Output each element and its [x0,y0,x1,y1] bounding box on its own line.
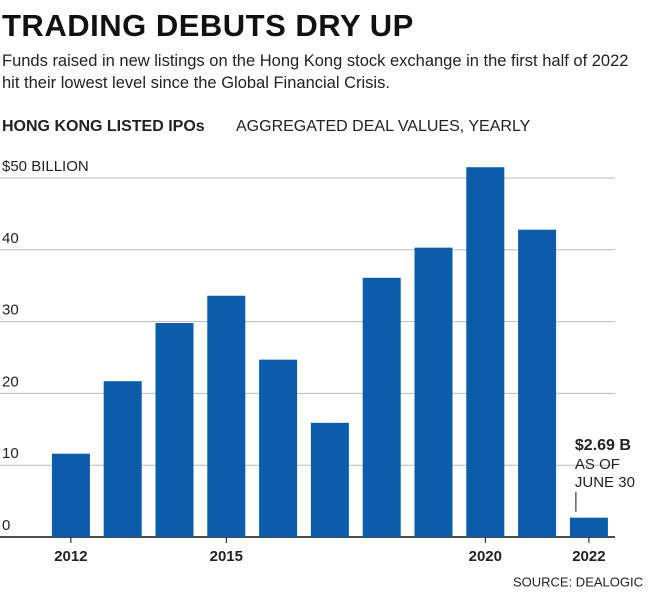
y-tick-label: 0 [2,517,10,534]
bar [310,422,349,537]
chart-label: HONG KONG LISTED IPOs [2,118,205,135]
bar [155,323,194,537]
bar [207,295,246,537]
bar [259,359,298,537]
bar [51,453,90,537]
bar [103,381,142,537]
source: SOURCE: DEALOGIC [513,574,643,589]
x-tick-label: 2022 [572,548,605,565]
y-tick-label: 30 [2,302,19,319]
y-tick-label: 20 [2,373,19,390]
chart-sublabel: AGGREGATED DEAL VALUES, YEARLY [236,118,531,135]
x-tick-label: 2015 [210,548,243,565]
annotation: JUNE 30 [575,474,635,491]
bar [414,247,453,537]
x-tick-label: 2020 [469,548,502,565]
x-tick-label: 2012 [54,548,87,565]
chart-subtitle: Funds raised in new listings on the Hong… [2,52,629,92]
y-tick-label: $50 BILLION [2,158,89,175]
bar [362,277,401,537]
bar [569,517,608,537]
chart-title: TRADING DEBUTS DRY UP [2,8,414,43]
bar [518,229,557,538]
bar [466,167,505,538]
y-tick-label: 10 [2,445,19,462]
y-tick-label: 40 [2,230,19,247]
annotation: AS OF [575,456,620,473]
value-label: $2.69 B [575,437,631,454]
